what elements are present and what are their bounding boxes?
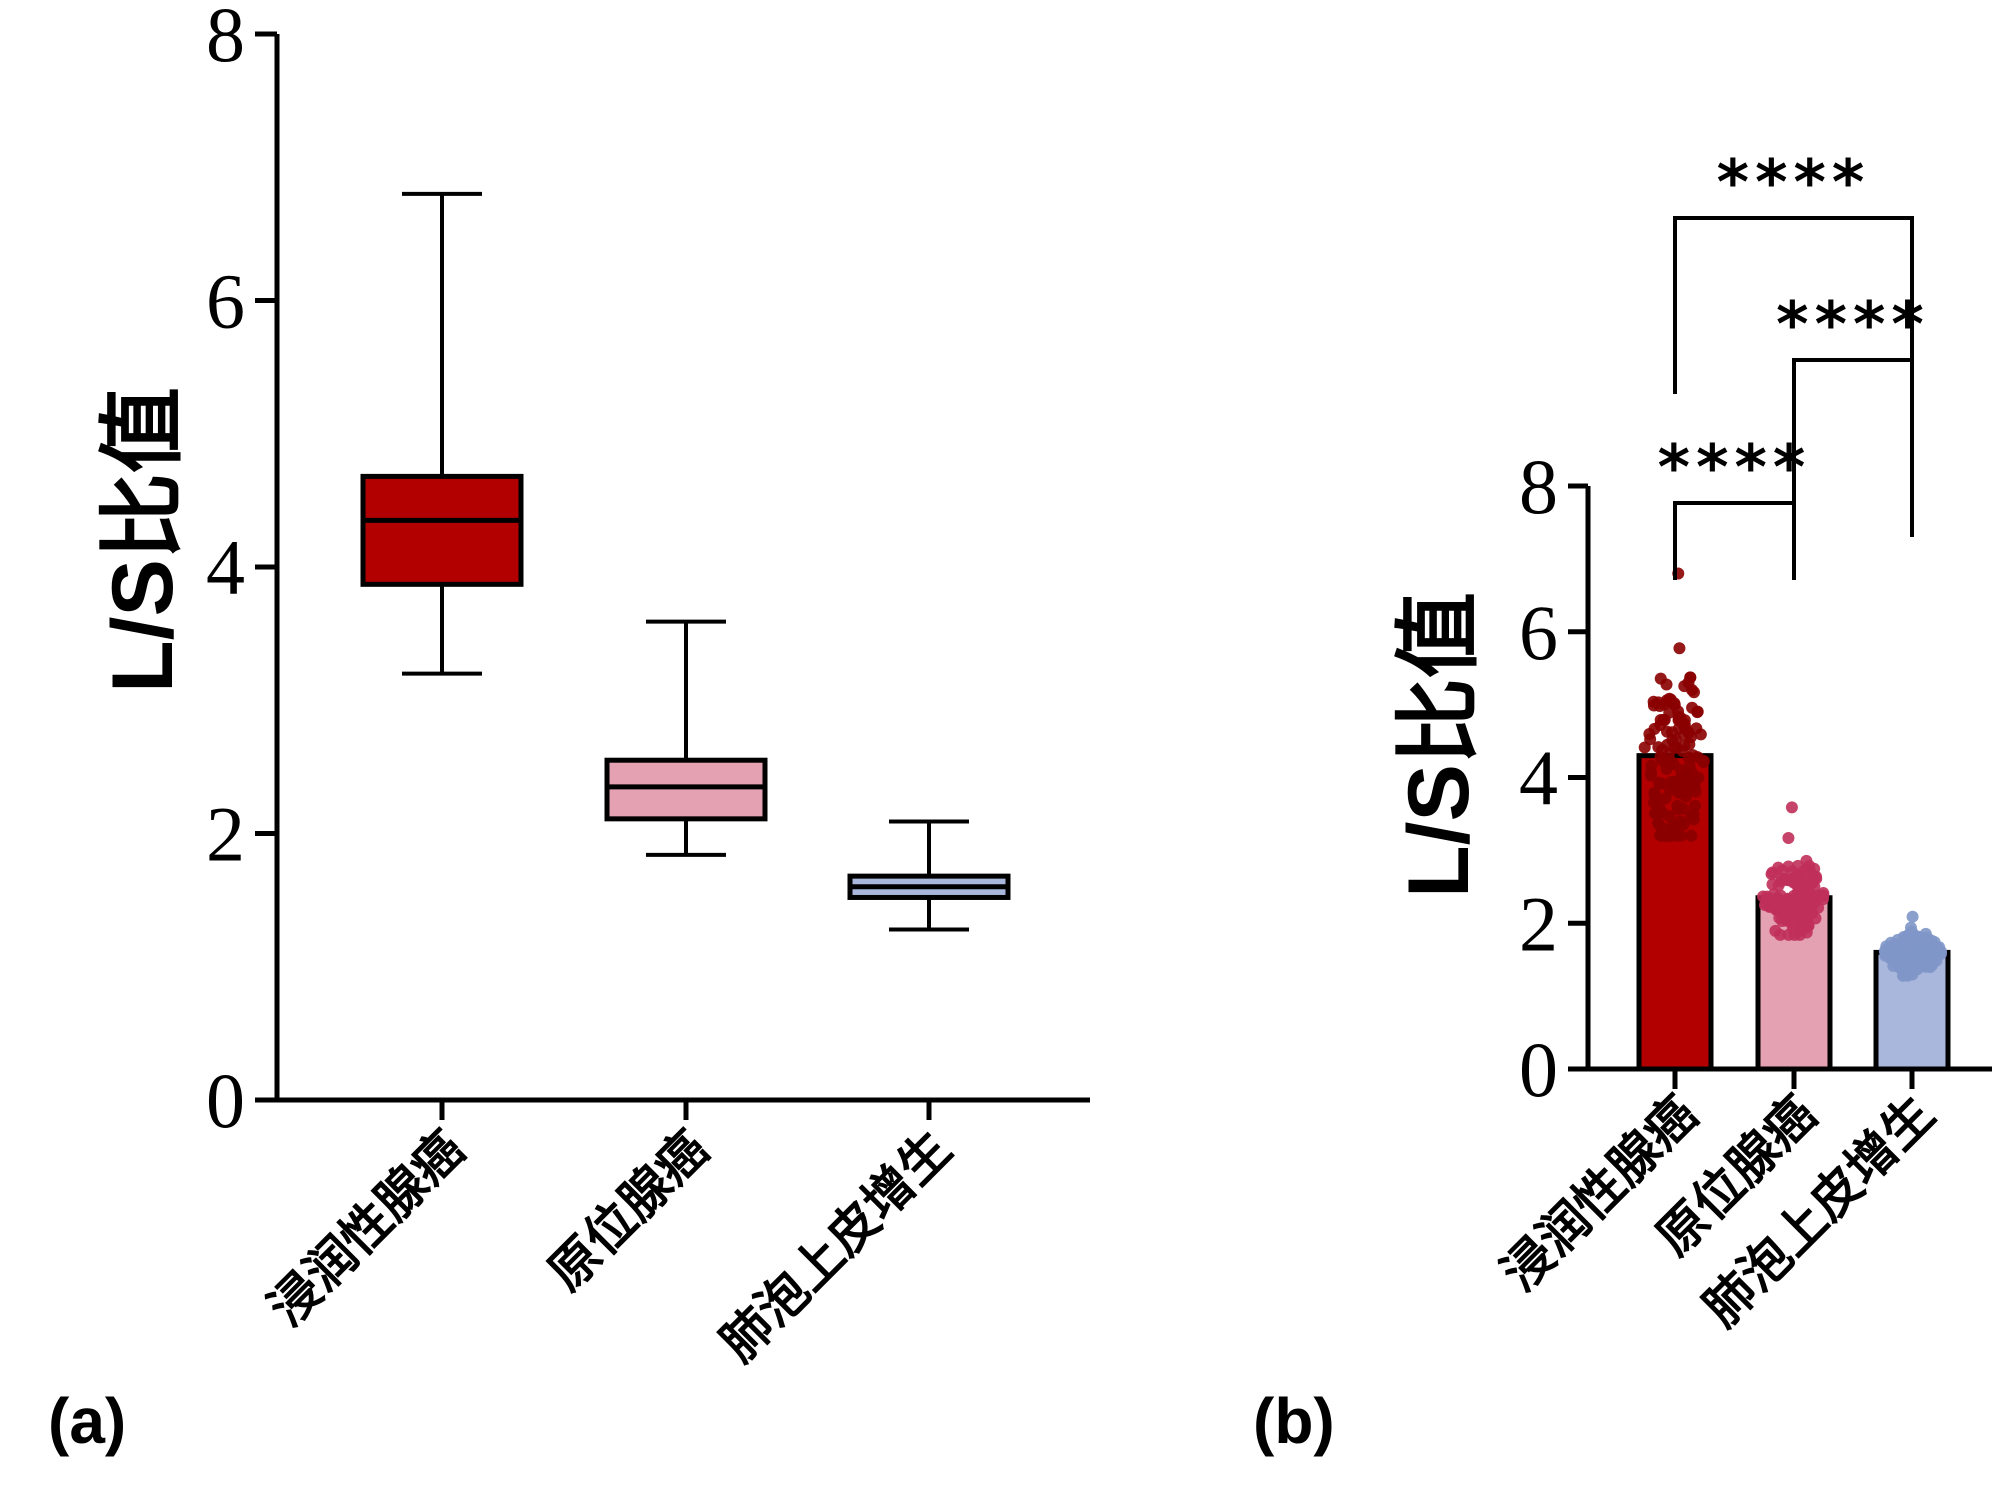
panel-b-x-category-label: 浸润性腺癌 — [1491, 1084, 1709, 1302]
panel-b-data-point — [1644, 733, 1657, 746]
significance-bracket — [1792, 358, 1914, 537]
panel-b-data-point — [1680, 779, 1693, 792]
panel-b-data-point — [1800, 926, 1813, 939]
significance-label: **** — [1658, 431, 1812, 504]
panel-b-ylabel: L/S比值 — [1391, 592, 1487, 898]
panel-b-data-point — [1808, 862, 1821, 875]
panel-a-label: (a) — [48, 1385, 126, 1457]
panel-b-data-point — [1769, 924, 1782, 937]
panel-b-data-point — [1648, 788, 1661, 801]
panel-b-y-tick-label: 8 — [1519, 443, 1558, 530]
panel-b-data-point — [1760, 898, 1773, 911]
panel-a-ylabel: L/S比值 — [95, 387, 191, 693]
panel-b-data-point — [1672, 714, 1685, 727]
panel-b-data-point — [1816, 893, 1829, 906]
panel-b-data-point — [1782, 860, 1795, 873]
panel-b-significance: **** **** **** — [1658, 146, 1930, 580]
panel-b-data-point — [1669, 781, 1682, 794]
panel-b-data-point — [1800, 854, 1813, 867]
panel-b-data-point — [1677, 818, 1690, 831]
panel-b-data-point — [1668, 697, 1681, 710]
panel-a-y-tick-label: 6 — [206, 258, 245, 345]
panel-b-data-point — [1697, 756, 1710, 769]
panel-b-data-point — [1922, 944, 1935, 957]
panel-b-data-point — [1688, 799, 1701, 812]
significance-bracket — [1673, 501, 1796, 580]
panel-b-data-point — [1672, 722, 1685, 735]
box-iqr — [604, 757, 768, 822]
panel-b-data-point — [1881, 943, 1894, 956]
panel-b-data-point — [1782, 928, 1795, 941]
panel-b-data-point — [1652, 776, 1665, 789]
panel-b-y-tick-label: 2 — [1519, 880, 1558, 967]
panel-b-data-point — [1645, 759, 1658, 772]
panel-a-boxes — [360, 191, 1011, 1120]
panel-b-y-tick-label: 4 — [1519, 735, 1558, 822]
panel-a-y-tick-label: 4 — [206, 524, 245, 611]
panel-b-data-point — [1802, 901, 1815, 914]
panel-b-bar-chart: L/S比值 0 2 4 6 8 **** **** **** 浸润性腺癌原位腺癌肺泡上皮增生… — [1253, 146, 1992, 1457]
panel-b-data-point — [1919, 927, 1932, 940]
panel-b-data-point — [1782, 832, 1795, 845]
panel-a-x-category-label: 肺泡上皮增生 — [709, 1119, 962, 1372]
panel-a-box-3 — [847, 819, 1011, 1120]
panel-b-data-point — [1670, 829, 1683, 842]
panel-b-data-point — [1810, 872, 1823, 885]
panel-b-data-point — [1901, 948, 1914, 961]
panel-b-points — [1638, 567, 1948, 982]
panel-b-data-point — [1685, 829, 1698, 842]
panel-b-data-point — [1660, 678, 1673, 691]
panel-b-data-point — [1653, 818, 1666, 831]
panel-b-data-point — [1673, 642, 1686, 655]
significance-label: **** — [1717, 146, 1871, 219]
panel-b-data-point — [1666, 733, 1679, 746]
panel-b-data-point — [1906, 910, 1919, 923]
panel-b-data-point — [1892, 958, 1905, 971]
panel-b-data-point — [1652, 741, 1665, 754]
panel-b-data-point — [1671, 803, 1684, 816]
panel-b-data-point — [1771, 903, 1784, 916]
panel-b-data-point — [1663, 810, 1676, 823]
panel-b-data-point — [1656, 754, 1669, 767]
panel-b-data-point — [1687, 813, 1700, 826]
panel-b-data-point — [1788, 889, 1801, 902]
panel-b-data-point — [1654, 829, 1667, 842]
box-iqr — [360, 473, 524, 587]
panel-b-label: (b) — [1253, 1385, 1335, 1457]
panel-b-data-point — [1690, 722, 1703, 735]
panel-b-data-point — [1691, 705, 1704, 718]
panel-b-data-point — [1785, 801, 1798, 814]
panel-a-box-1 — [360, 191, 524, 1120]
panel-b-data-point — [1648, 722, 1661, 735]
panel-b-data-point — [1687, 686, 1700, 699]
panel-a-box-2 — [604, 619, 768, 1120]
panel-b-y-tick-label: 6 — [1519, 589, 1558, 676]
panel-b-data-point — [1914, 960, 1927, 973]
panel-b-data-point — [1781, 910, 1794, 923]
panel-b-data-point — [1772, 879, 1785, 892]
panel-b-data-point — [1682, 676, 1695, 689]
panel-b-data-point — [1651, 807, 1664, 820]
panel-a-y-tick-label: 0 — [206, 1057, 245, 1144]
panel-a-x-category-label: 原位腺癌 — [537, 1119, 719, 1301]
panel-b-data-point — [1897, 931, 1910, 944]
panel-a-x-category-label: 浸润性腺癌 — [258, 1119, 476, 1337]
significance-bracket — [1673, 216, 1914, 394]
panel-b-data-point — [1654, 714, 1667, 727]
panel-b-data-point — [1645, 769, 1658, 782]
panel-b-data-point — [1781, 873, 1794, 886]
panel-b-y-tick-label: 0 — [1519, 1026, 1558, 1113]
panel-b-data-point — [1685, 766, 1698, 779]
significance-label: **** — [1776, 288, 1930, 361]
panel-a-y-tick-label: 2 — [206, 791, 245, 878]
panel-a-y-tick-label: 8 — [206, 0, 245, 78]
panel-a-y-ticks: 0 2 4 6 8 — [206, 0, 1090, 1144]
panel-b-data-point — [1679, 790, 1692, 803]
